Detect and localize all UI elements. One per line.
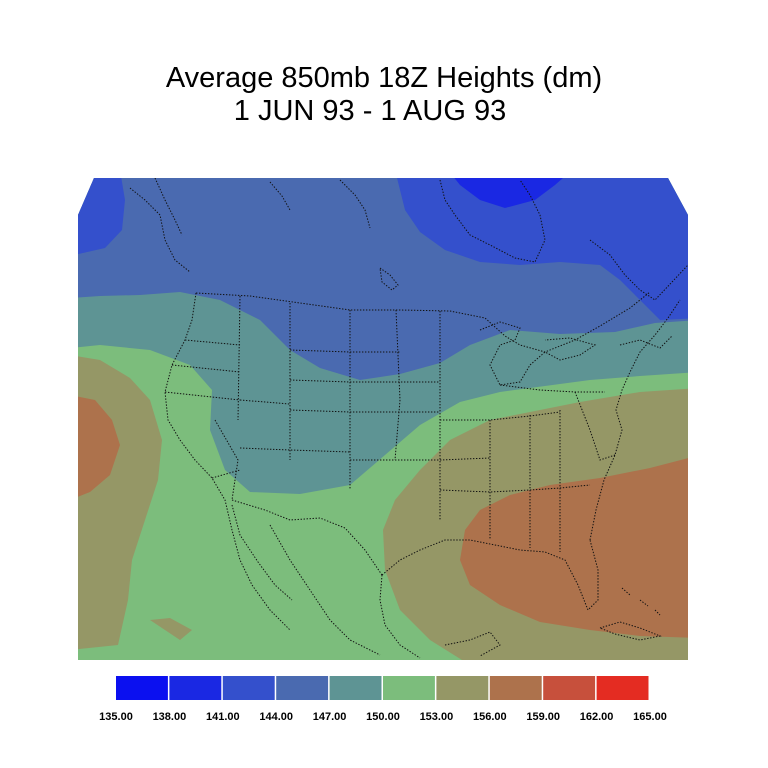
cuba	[598, 621, 662, 641]
gulf-coast	[381, 539, 599, 611]
bahamas	[621, 587, 661, 616]
legend-swatch	[276, 676, 329, 700]
legend-tick-label: 147.00	[313, 711, 347, 723]
legend-tick-label: 162.00	[580, 711, 614, 723]
boundary-lines	[129, 178, 688, 659]
us-canada-border	[195, 291, 651, 353]
legend-tick-label: 153.00	[420, 711, 454, 723]
canada-arctic-islands-2	[154, 178, 183, 236]
legend-swatch	[222, 676, 275, 700]
legend-swatch	[116, 676, 168, 700]
legend-tick-label: 156.00	[473, 711, 507, 723]
contour-band-138	[448, 178, 572, 208]
legend-swatch	[596, 676, 649, 700]
legend-swatch	[436, 676, 489, 700]
great-lakes	[479, 321, 597, 386]
canada-arctic-islands-3	[339, 179, 371, 229]
legend-tick-label: 159.00	[526, 711, 560, 723]
legend-ticks: 135.00 138.00 141.00 144.00 147.00 150.00 153.…	[99, 711, 667, 723]
legend-tick-label: 165.00	[633, 711, 667, 723]
legend-swatch	[329, 676, 382, 700]
contour-band-153-patch	[150, 618, 192, 640]
legend-tick-label: 141.00	[206, 711, 240, 723]
us-mexico-border	[231, 499, 383, 576]
canada-arctic-islands	[129, 187, 191, 273]
baja-coast	[231, 504, 293, 601]
contour-band-156-west	[78, 395, 120, 500]
legend-swatch	[169, 676, 222, 700]
canada-east-coast	[589, 239, 688, 301]
legend-tick-label: 144.00	[259, 711, 293, 723]
legend-swatches	[116, 676, 649, 700]
legend-swatch	[383, 676, 435, 700]
hudson-bay	[439, 179, 546, 263]
contour-band-156-east	[460, 455, 688, 638]
west-coast	[164, 292, 291, 631]
mexico-west-coast	[269, 524, 381, 656]
contour-band-141	[78, 178, 688, 320]
chart-title: Average 850mb 18Z Heights (dm)	[165, 62, 603, 94]
legend-tick-label: 138.00	[153, 711, 187, 723]
canada-arctic-islands-5	[379, 266, 399, 291]
canada-east-coast-2	[619, 335, 673, 349]
chart-date-range: 1 JUN 93 - 1 AUG 93	[233, 95, 507, 127]
legend-tick-label: 150.00	[366, 711, 400, 723]
legend-swatch	[489, 676, 542, 700]
legend-swatch	[543, 676, 596, 700]
legend-tick-label: 135.00	[99, 711, 133, 723]
canada-arctic-islands-4	[269, 181, 291, 211]
state-lines	[164, 295, 616, 552]
